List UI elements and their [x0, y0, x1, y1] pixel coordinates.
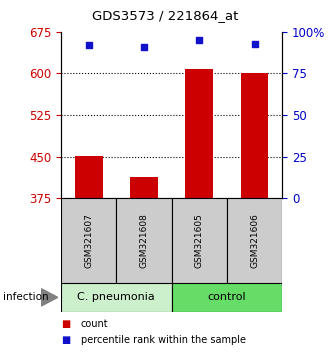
Text: GSM321605: GSM321605	[195, 213, 204, 268]
Bar	[75, 156, 103, 198]
Bar	[227, 198, 282, 283]
Point	[252, 41, 257, 46]
Text: GSM321607: GSM321607	[84, 213, 93, 268]
Text: control: control	[208, 292, 246, 302]
Bar	[172, 283, 282, 312]
Text: ■: ■	[61, 319, 70, 329]
Text: percentile rank within the sample: percentile rank within the sample	[81, 335, 246, 345]
Text: GDS3573 / 221864_at: GDS3573 / 221864_at	[92, 10, 238, 22]
Bar	[185, 69, 213, 198]
Polygon shape	[41, 289, 58, 306]
Bar	[130, 177, 158, 198]
Bar	[172, 198, 227, 283]
Bar	[61, 283, 172, 312]
Text: ■: ■	[61, 335, 70, 345]
Point	[86, 42, 91, 48]
Text: count: count	[81, 319, 109, 329]
Bar	[116, 198, 172, 283]
Bar	[61, 198, 116, 283]
Point	[197, 37, 202, 43]
Point	[141, 44, 147, 50]
Bar	[241, 73, 268, 198]
Text: C. pneumonia: C. pneumonia	[78, 292, 155, 302]
Text: infection: infection	[3, 292, 49, 302]
Text: GSM321608: GSM321608	[140, 213, 148, 268]
Text: GSM321606: GSM321606	[250, 213, 259, 268]
